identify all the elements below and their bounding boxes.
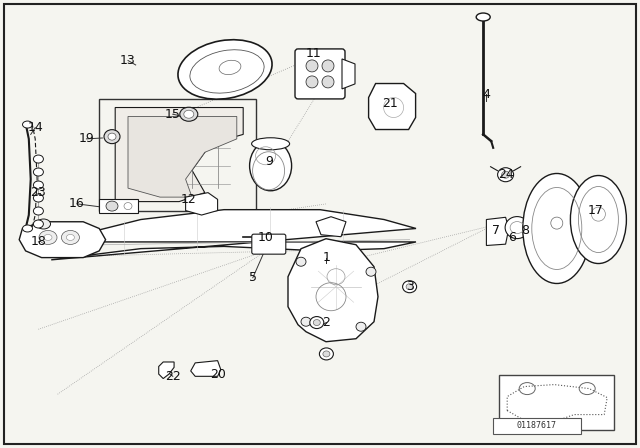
Text: 21: 21 [383, 96, 398, 110]
Text: 22: 22 [165, 370, 180, 383]
Text: 4: 4 [483, 87, 490, 101]
Text: 7: 7 [492, 224, 500, 237]
Ellipse shape [296, 257, 306, 266]
Ellipse shape [406, 284, 413, 290]
Ellipse shape [33, 220, 44, 228]
Text: 18: 18 [31, 235, 46, 249]
Polygon shape [186, 193, 218, 215]
Text: 23: 23 [31, 186, 46, 199]
Ellipse shape [322, 60, 334, 72]
FancyBboxPatch shape [295, 49, 345, 99]
Ellipse shape [252, 138, 289, 150]
Polygon shape [19, 222, 106, 258]
Text: 01187617: 01187617 [517, 421, 557, 430]
Ellipse shape [67, 234, 74, 241]
Polygon shape [191, 361, 221, 376]
Polygon shape [486, 217, 509, 246]
Ellipse shape [366, 267, 376, 276]
Text: 19: 19 [79, 132, 94, 146]
Polygon shape [342, 59, 355, 89]
Ellipse shape [505, 216, 529, 239]
Text: 1: 1 [323, 251, 330, 264]
Ellipse shape [108, 133, 116, 140]
Ellipse shape [39, 230, 57, 245]
Text: 13: 13 [120, 54, 136, 67]
Ellipse shape [22, 225, 33, 232]
Polygon shape [99, 199, 138, 213]
Ellipse shape [33, 181, 44, 189]
Polygon shape [316, 217, 346, 237]
Text: 15: 15 [165, 108, 180, 121]
Ellipse shape [250, 141, 292, 191]
Bar [493, 418, 581, 434]
Ellipse shape [570, 176, 627, 263]
Ellipse shape [22, 121, 33, 128]
Ellipse shape [301, 317, 311, 326]
Ellipse shape [476, 13, 490, 21]
Text: 12: 12 [181, 193, 196, 206]
Text: 5: 5 [249, 271, 257, 284]
Ellipse shape [322, 76, 334, 88]
Ellipse shape [180, 107, 198, 121]
Ellipse shape [523, 173, 591, 284]
Ellipse shape [44, 234, 52, 241]
Ellipse shape [178, 40, 272, 99]
Text: 20: 20 [210, 367, 225, 381]
Text: 8: 8 [521, 224, 529, 237]
Ellipse shape [33, 194, 44, 202]
Text: 9: 9 [265, 155, 273, 168]
Text: 11: 11 [306, 47, 321, 60]
Ellipse shape [403, 281, 417, 293]
Polygon shape [159, 362, 174, 379]
Ellipse shape [33, 155, 44, 163]
Ellipse shape [36, 219, 51, 229]
Polygon shape [115, 108, 243, 202]
Bar [99, 99, 256, 211]
Polygon shape [288, 239, 378, 342]
Ellipse shape [33, 168, 44, 176]
Ellipse shape [33, 207, 44, 215]
Text: 17: 17 [588, 204, 603, 217]
Ellipse shape [323, 351, 330, 357]
Ellipse shape [104, 129, 120, 144]
Ellipse shape [314, 319, 320, 326]
Ellipse shape [310, 317, 324, 328]
Text: 3: 3 [406, 280, 413, 293]
Ellipse shape [306, 60, 318, 72]
Text: 24: 24 [498, 168, 513, 181]
FancyBboxPatch shape [252, 234, 286, 254]
Ellipse shape [306, 76, 318, 88]
Polygon shape [369, 83, 415, 129]
Ellipse shape [124, 202, 132, 210]
Ellipse shape [61, 230, 79, 245]
Ellipse shape [502, 171, 509, 178]
Polygon shape [128, 116, 237, 197]
Bar [499, 375, 614, 430]
Text: 2: 2 [323, 316, 330, 329]
Text: 16: 16 [69, 197, 84, 211]
Polygon shape [51, 210, 416, 260]
Text: 6: 6 [508, 231, 516, 244]
Ellipse shape [319, 348, 333, 360]
Ellipse shape [356, 322, 366, 331]
Ellipse shape [184, 110, 194, 118]
Ellipse shape [498, 168, 514, 182]
Text: 14: 14 [28, 121, 43, 134]
Ellipse shape [106, 201, 118, 211]
Text: 10: 10 [258, 231, 273, 244]
